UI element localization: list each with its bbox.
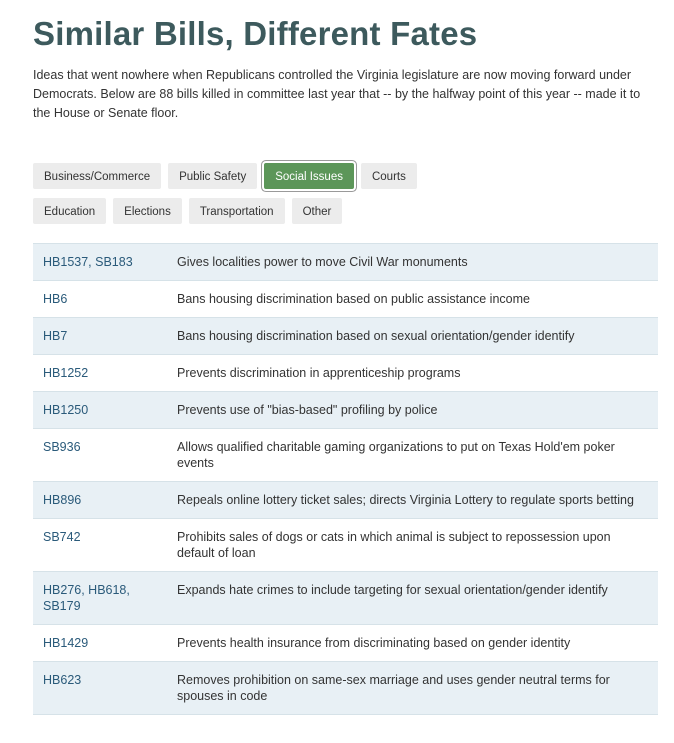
table-row: HB276, HB618, SB179 Expands hate crimes … (33, 571, 658, 625)
bill-link[interactable]: HB896 (43, 493, 82, 507)
bill-description: Prevents health insurance from discrimin… (177, 636, 571, 650)
filter-other[interactable]: Other (291, 198, 343, 224)
bill-number[interactable]: HB276, HB618, SB179 (33, 572, 167, 625)
bill-description: Prevents discrimination in apprenticeshi… (177, 366, 461, 380)
bill-description: Prevents use of "bias-based" profiling b… (177, 403, 438, 417)
intro-text: Ideas that went nowhere when Republicans… (33, 68, 641, 120)
bill-description: Gives localities power to move Civil War… (177, 255, 468, 269)
bill-description: Removes prohibition on same-sex marriage… (177, 673, 610, 703)
bill-link[interactable]: HB623 (43, 673, 82, 687)
bill-description: Repeals online lottery ticket sales; dir… (177, 493, 634, 507)
bill-number[interactable]: HB7 (33, 318, 167, 355)
table-row: SB936 Allows qualified charitable gaming… (33, 428, 658, 482)
filter-row-2: Education Elections Transportation Other (33, 198, 658, 224)
filter-elections[interactable]: Elections (113, 198, 182, 224)
bill-number[interactable]: HB1429 (33, 625, 167, 662)
bill-description: Bans housing discrimination based on sex… (177, 329, 575, 343)
bill-description: Prohibits sales of dogs or cats in which… (177, 530, 611, 560)
bill-description: Expands hate crimes to include targeting… (177, 583, 608, 597)
table-row: HB7 Bans housing discrimination based on… (33, 317, 658, 355)
bill-number[interactable]: HB1252 (33, 355, 167, 392)
bills-table: HB1537, SB183 Gives localities power to … (33, 243, 658, 715)
filter-courts[interactable]: Courts (360, 163, 417, 189)
filter-business-commerce[interactable]: Business/Commerce (33, 163, 162, 189)
table-row: HB1537, SB183 Gives localities power to … (33, 243, 658, 281)
table-row: HB1429 Prevents health insurance from di… (33, 624, 658, 662)
page-title: Similar Bills, Different Fates (33, 15, 478, 52)
filter-public-safety[interactable]: Public Safety (168, 163, 258, 189)
table-row: HB6 Bans housing discrimination based on… (33, 280, 658, 318)
bill-description: Allows qualified charitable gaming organ… (177, 440, 615, 470)
bill-number[interactable]: HB1537, SB183 (33, 244, 167, 281)
bill-description: Bans housing discrimination based on pub… (177, 292, 530, 306)
bill-link[interactable]: HB1537, SB183 (43, 255, 133, 269)
bill-link[interactable]: SB742 (43, 530, 81, 544)
bill-link[interactable]: HB7 (43, 329, 68, 343)
bill-link[interactable]: HB276, HB618, SB179 (43, 583, 130, 613)
bill-number[interactable]: HB1250 (33, 392, 167, 429)
table-row: SB742 Prohibits sales of dogs or cats in… (33, 518, 658, 572)
bill-link[interactable]: HB1250 (43, 403, 89, 417)
table-row: HB1252 Prevents discrimination in appren… (33, 354, 658, 392)
filter-row-1: Business/Commerce Public Safety Social I… (33, 163, 658, 189)
bill-number[interactable]: HB896 (33, 482, 167, 519)
bill-link[interactable]: HB6 (43, 292, 68, 306)
filter-transportation[interactable]: Transportation (188, 198, 285, 224)
filter-education[interactable]: Education (33, 198, 107, 224)
bill-link[interactable]: HB1252 (43, 366, 89, 380)
category-filters: Business/Commerce Public Safety Social I… (33, 163, 658, 224)
page-container: Similar Bills, Different Fates Ideas tha… (33, 14, 658, 715)
table-row: HB623 Removes prohibition on same-sex ma… (33, 661, 658, 715)
bill-number[interactable]: HB6 (33, 281, 167, 318)
bill-link[interactable]: SB936 (43, 440, 81, 454)
table-row: HB896 Repeals online lottery ticket sale… (33, 481, 658, 519)
bill-link[interactable]: HB1429 (43, 636, 89, 650)
bill-number[interactable]: HB623 (33, 662, 167, 715)
bill-number[interactable]: SB742 (33, 519, 167, 572)
bill-number[interactable]: SB936 (33, 429, 167, 482)
table-row: HB1250 Prevents use of "bias-based" prof… (33, 391, 658, 429)
filter-social-issues[interactable]: Social Issues (264, 163, 354, 189)
